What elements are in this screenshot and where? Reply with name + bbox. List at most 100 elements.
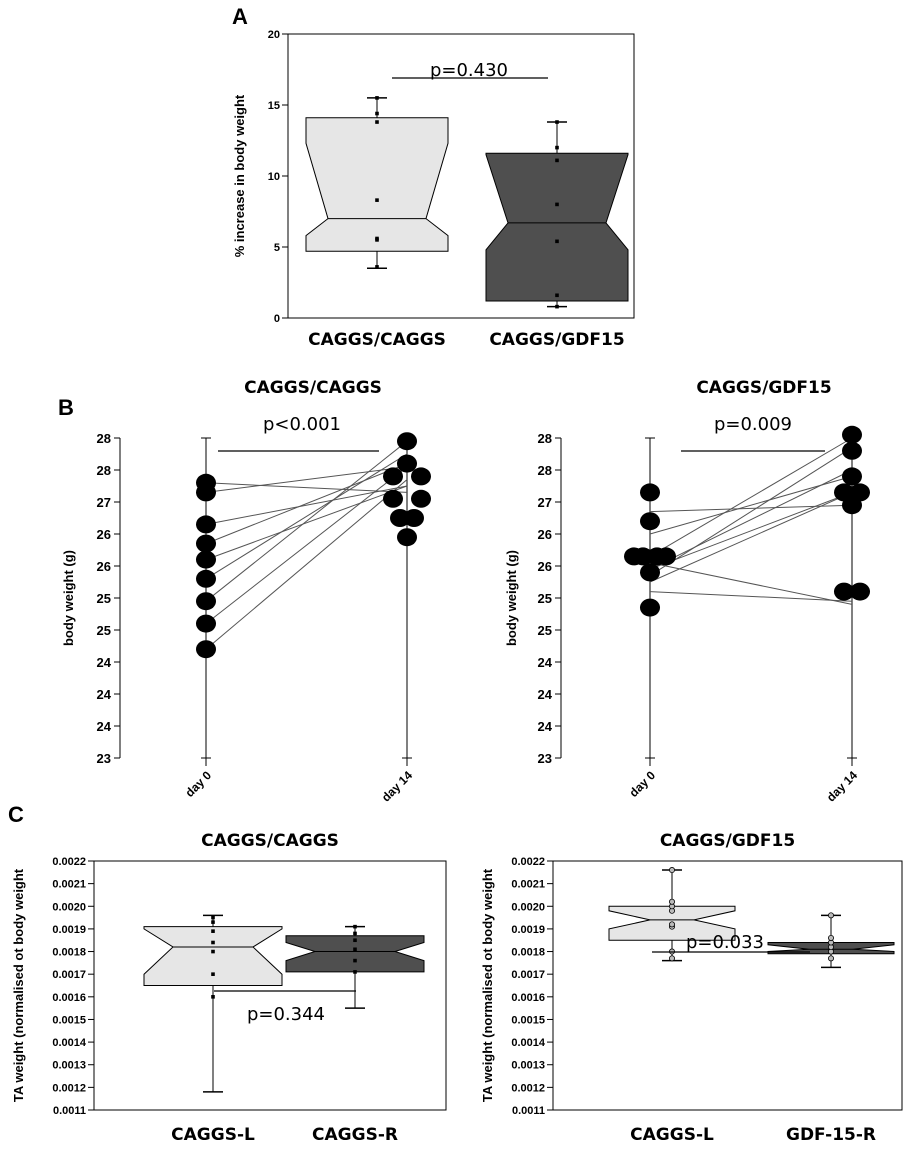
bl-dot-day0 xyxy=(196,550,216,569)
cr-point xyxy=(828,955,835,962)
cl-ytick-label: 0.0015 xyxy=(52,1014,86,1026)
cl-point xyxy=(211,949,215,954)
bl-dot-day0 xyxy=(196,592,216,611)
chart-b-right: CAGGS/GDF15 23 24 24 24 25 25 26 26 27 28 28 body we… xyxy=(504,378,870,805)
cl-point xyxy=(353,924,357,929)
bl-dot-day14 xyxy=(397,454,417,473)
a-point xyxy=(375,96,379,100)
cr-point xyxy=(828,934,835,941)
bl-pair-line xyxy=(205,482,408,493)
cl-point xyxy=(211,995,215,999)
bl-ytick-label: 25 xyxy=(97,623,111,638)
cr-ytick-label: 0.0014 xyxy=(511,1037,546,1049)
cr-point xyxy=(828,912,835,919)
bl-pair-line xyxy=(205,466,408,624)
cl-point xyxy=(353,938,357,943)
cl-point xyxy=(211,972,215,976)
bl-ylabel: body weight (g) xyxy=(61,550,76,646)
chart-a: 0 5 10 15 20 % increase in body weight CAGGS/C… xyxy=(232,29,635,350)
br-dot-day0 xyxy=(633,547,653,566)
a-ytick-label: 20 xyxy=(268,29,280,41)
cl-ytick-label: 0.0020 xyxy=(52,901,86,913)
bl-title: CAGGS/CAGGS xyxy=(244,378,382,398)
bl-pair-line xyxy=(205,485,408,525)
a-point xyxy=(375,198,379,202)
a-pvalue: p=0.430 xyxy=(430,60,508,81)
br-dot-day0 xyxy=(640,563,660,582)
cl-ytick-label: 0.0019 xyxy=(52,924,86,936)
br-dot-day0 xyxy=(640,483,660,502)
bl-dot-day0 xyxy=(196,640,216,659)
cr-category-2: GDF-15-R xyxy=(786,1125,876,1145)
br-dot-day0 xyxy=(656,547,676,566)
cr-point xyxy=(669,867,676,874)
bl-ytick-label: 26 xyxy=(97,527,111,542)
a-point xyxy=(375,120,379,124)
br-ylabel: body weight (g) xyxy=(504,550,519,646)
br-ytick-label: 28 xyxy=(538,463,552,478)
bl-dot-day14 xyxy=(390,509,410,527)
cr-pvalue: p=0.033 xyxy=(686,932,764,953)
cl-frame xyxy=(93,860,447,1111)
cr-ytick-label: 0.0011 xyxy=(512,1105,545,1117)
bl-pair-line xyxy=(205,466,408,493)
cr-ytick-label: 0.0021 xyxy=(511,879,545,891)
br-dot-day14 xyxy=(850,582,870,601)
br-pair-line xyxy=(649,491,853,583)
br-ytick-label: 26 xyxy=(538,527,552,542)
br-pvalue: p=0.009 xyxy=(714,414,792,435)
bl-ytick-label: 26 xyxy=(97,559,111,574)
cl-ytick-label: 0.0022 xyxy=(52,856,86,868)
br-pair-line xyxy=(649,447,853,577)
bl-dot-day14 xyxy=(383,467,403,486)
panel-letter-a: A xyxy=(232,4,248,29)
cr-ytick-label: 0.0022 xyxy=(511,856,545,868)
cr-ytick-label: 0.0016 xyxy=(511,992,545,1004)
chart-c-left: CAGGS/CAGGS 0.0011 0.0012 0.0013 0.0014 0.001… xyxy=(11,831,447,1145)
br-dot-day14 xyxy=(842,467,862,486)
br-dot-day14 xyxy=(842,441,862,460)
bl-dot-day14 xyxy=(383,489,403,508)
br-pair-line xyxy=(649,469,853,570)
cr-point xyxy=(669,955,676,962)
cl-pvalue: p=0.344 xyxy=(247,1004,325,1025)
cl-point xyxy=(353,931,357,936)
br-ytick-label: 26 xyxy=(538,559,552,574)
br-pair-line xyxy=(649,504,853,513)
br-dot-day14 xyxy=(834,582,854,601)
bl-pair-line xyxy=(205,463,408,545)
bl-dot-day14 xyxy=(411,489,431,508)
a-point xyxy=(375,111,379,116)
a-category-1: CAGGS/CAGGS xyxy=(308,330,446,350)
a-ytick-label: 0 xyxy=(274,313,280,325)
cl-point xyxy=(211,915,215,920)
bl-dot-day14 xyxy=(404,509,424,527)
cr-ytick-label: 0.0019 xyxy=(511,924,545,936)
br-dot-day14 xyxy=(842,496,862,515)
a-point xyxy=(555,202,559,207)
br-dot-day0 xyxy=(640,598,660,617)
cl-ytick-label: 0.0014 xyxy=(52,1037,87,1049)
br-ytick-label: 23 xyxy=(538,751,552,766)
bl-pvalue: p<0.001 xyxy=(263,414,341,435)
bl-ytick-label: 24 xyxy=(97,719,112,734)
cr-category-1: CAGGS-L xyxy=(630,1125,714,1145)
a-point xyxy=(555,120,559,124)
a-category-2: CAGGS/GDF15 xyxy=(489,330,624,350)
cr-ytick-label: 0.0018 xyxy=(511,947,545,959)
cr-ytick-label: 0.0015 xyxy=(511,1014,545,1026)
cl-point xyxy=(353,958,357,963)
cl-title: CAGGS/CAGGS xyxy=(201,831,339,851)
bl-ytick-label: 25 xyxy=(97,591,111,606)
cl-category-2: CAGGS-R xyxy=(312,1125,398,1145)
panel-letter-b: B xyxy=(58,395,74,420)
a-ytick-label: 5 xyxy=(274,242,280,254)
cl-point xyxy=(211,920,215,924)
cr-ytick-label: 0.0017 xyxy=(511,969,545,981)
a-ytick-label: 15 xyxy=(268,100,280,112)
br-x-label-1: day 0 xyxy=(627,768,659,800)
a-box-1 xyxy=(305,117,449,252)
a-point xyxy=(555,239,559,244)
bl-pair-line xyxy=(205,485,408,561)
cl-ylabel: TA weight (normalised ot body weight xyxy=(11,868,26,1102)
